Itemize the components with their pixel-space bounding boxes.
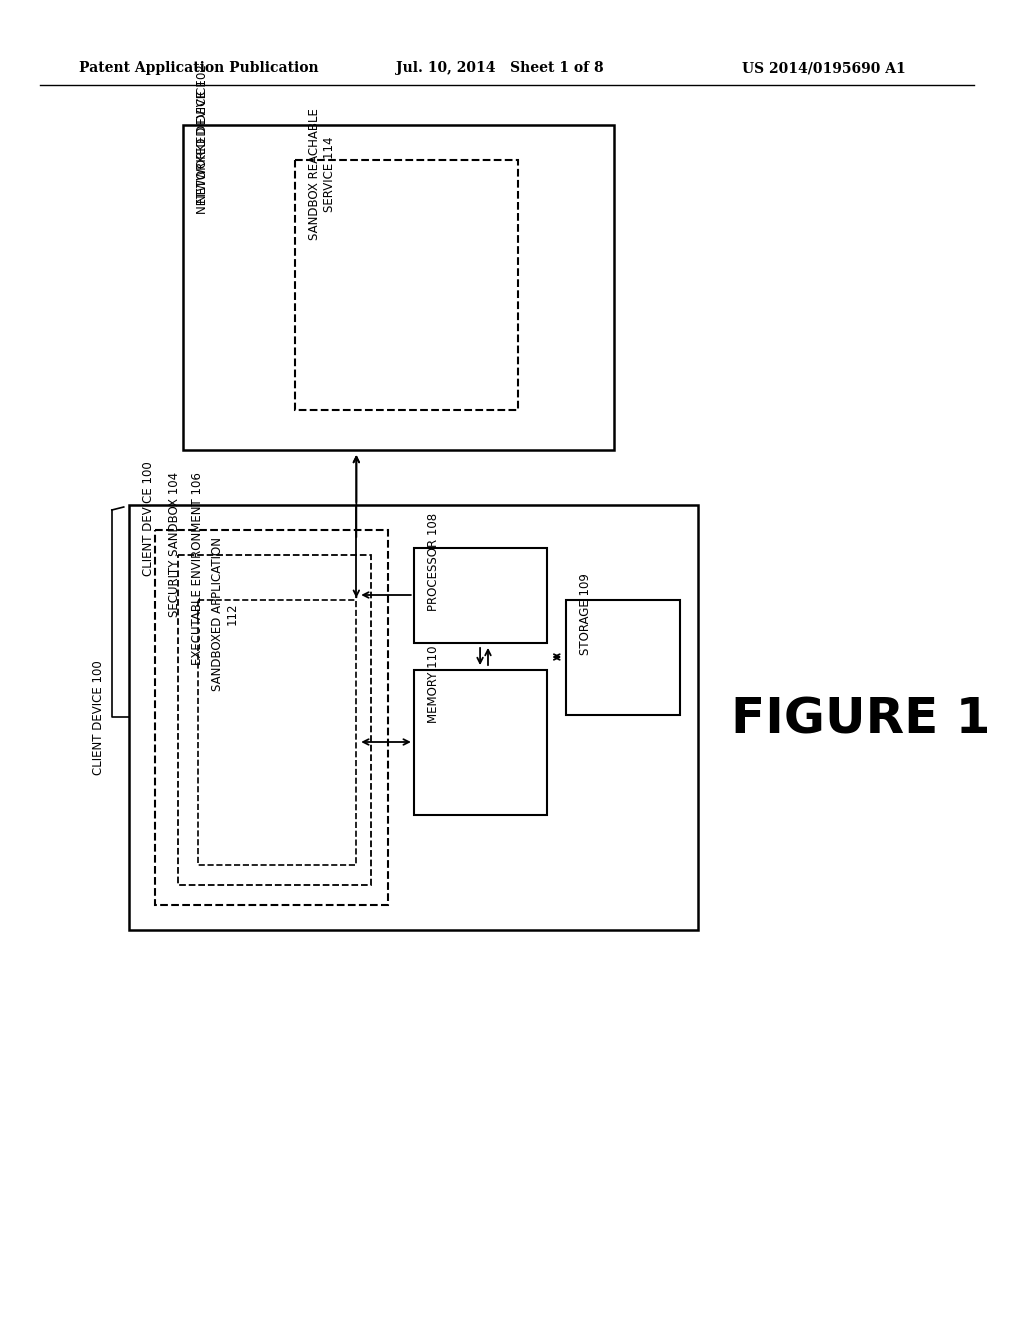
Polygon shape [183,125,613,450]
Polygon shape [414,548,548,643]
Text: STORAGE 109: STORAGE 109 [579,573,592,655]
Text: NETWORKED DEVICE 102: NETWORKED DEVICE 102 [196,65,209,214]
Text: CLIENT DEVICE 100: CLIENT DEVICE 100 [141,462,155,577]
Polygon shape [295,160,518,411]
Text: US 2014/0195690 A1: US 2014/0195690 A1 [742,61,906,75]
Text: PROCESSOR 108: PROCESSOR 108 [427,513,439,611]
Text: MEMORY 110: MEMORY 110 [427,645,439,723]
Polygon shape [178,554,371,884]
Text: SANDBOX REACHABLE
SERVICE 114: SANDBOX REACHABLE SERVICE 114 [308,108,336,240]
Polygon shape [414,671,548,814]
Polygon shape [566,601,680,715]
Text: CLIENT DEVICE 100: CLIENT DEVICE 100 [92,660,105,775]
Text: NETWORKED DEVICE: NETWORKED DEVICE [196,75,209,203]
Text: EXECUTABLE ENVIRONMENT 106: EXECUTABLE ENVIRONMENT 106 [191,473,204,665]
Text: Patent Application Publication: Patent Application Publication [79,61,318,75]
Text: SANDBOXED APPLICATION
112: SANDBOXED APPLICATION 112 [211,537,239,690]
Text: SECURITY SANDBOX 104: SECURITY SANDBOX 104 [168,471,181,616]
Polygon shape [198,601,356,865]
Polygon shape [156,531,388,906]
Text: NETWORKED DEVICE 323032: NETWORKED DEVICE 323032 [196,53,209,224]
Text: FIGURE 1: FIGURE 1 [731,696,991,744]
Text: Jul. 10, 2014   Sheet 1 of 8: Jul. 10, 2014 Sheet 1 of 8 [396,61,603,75]
Polygon shape [129,506,697,931]
